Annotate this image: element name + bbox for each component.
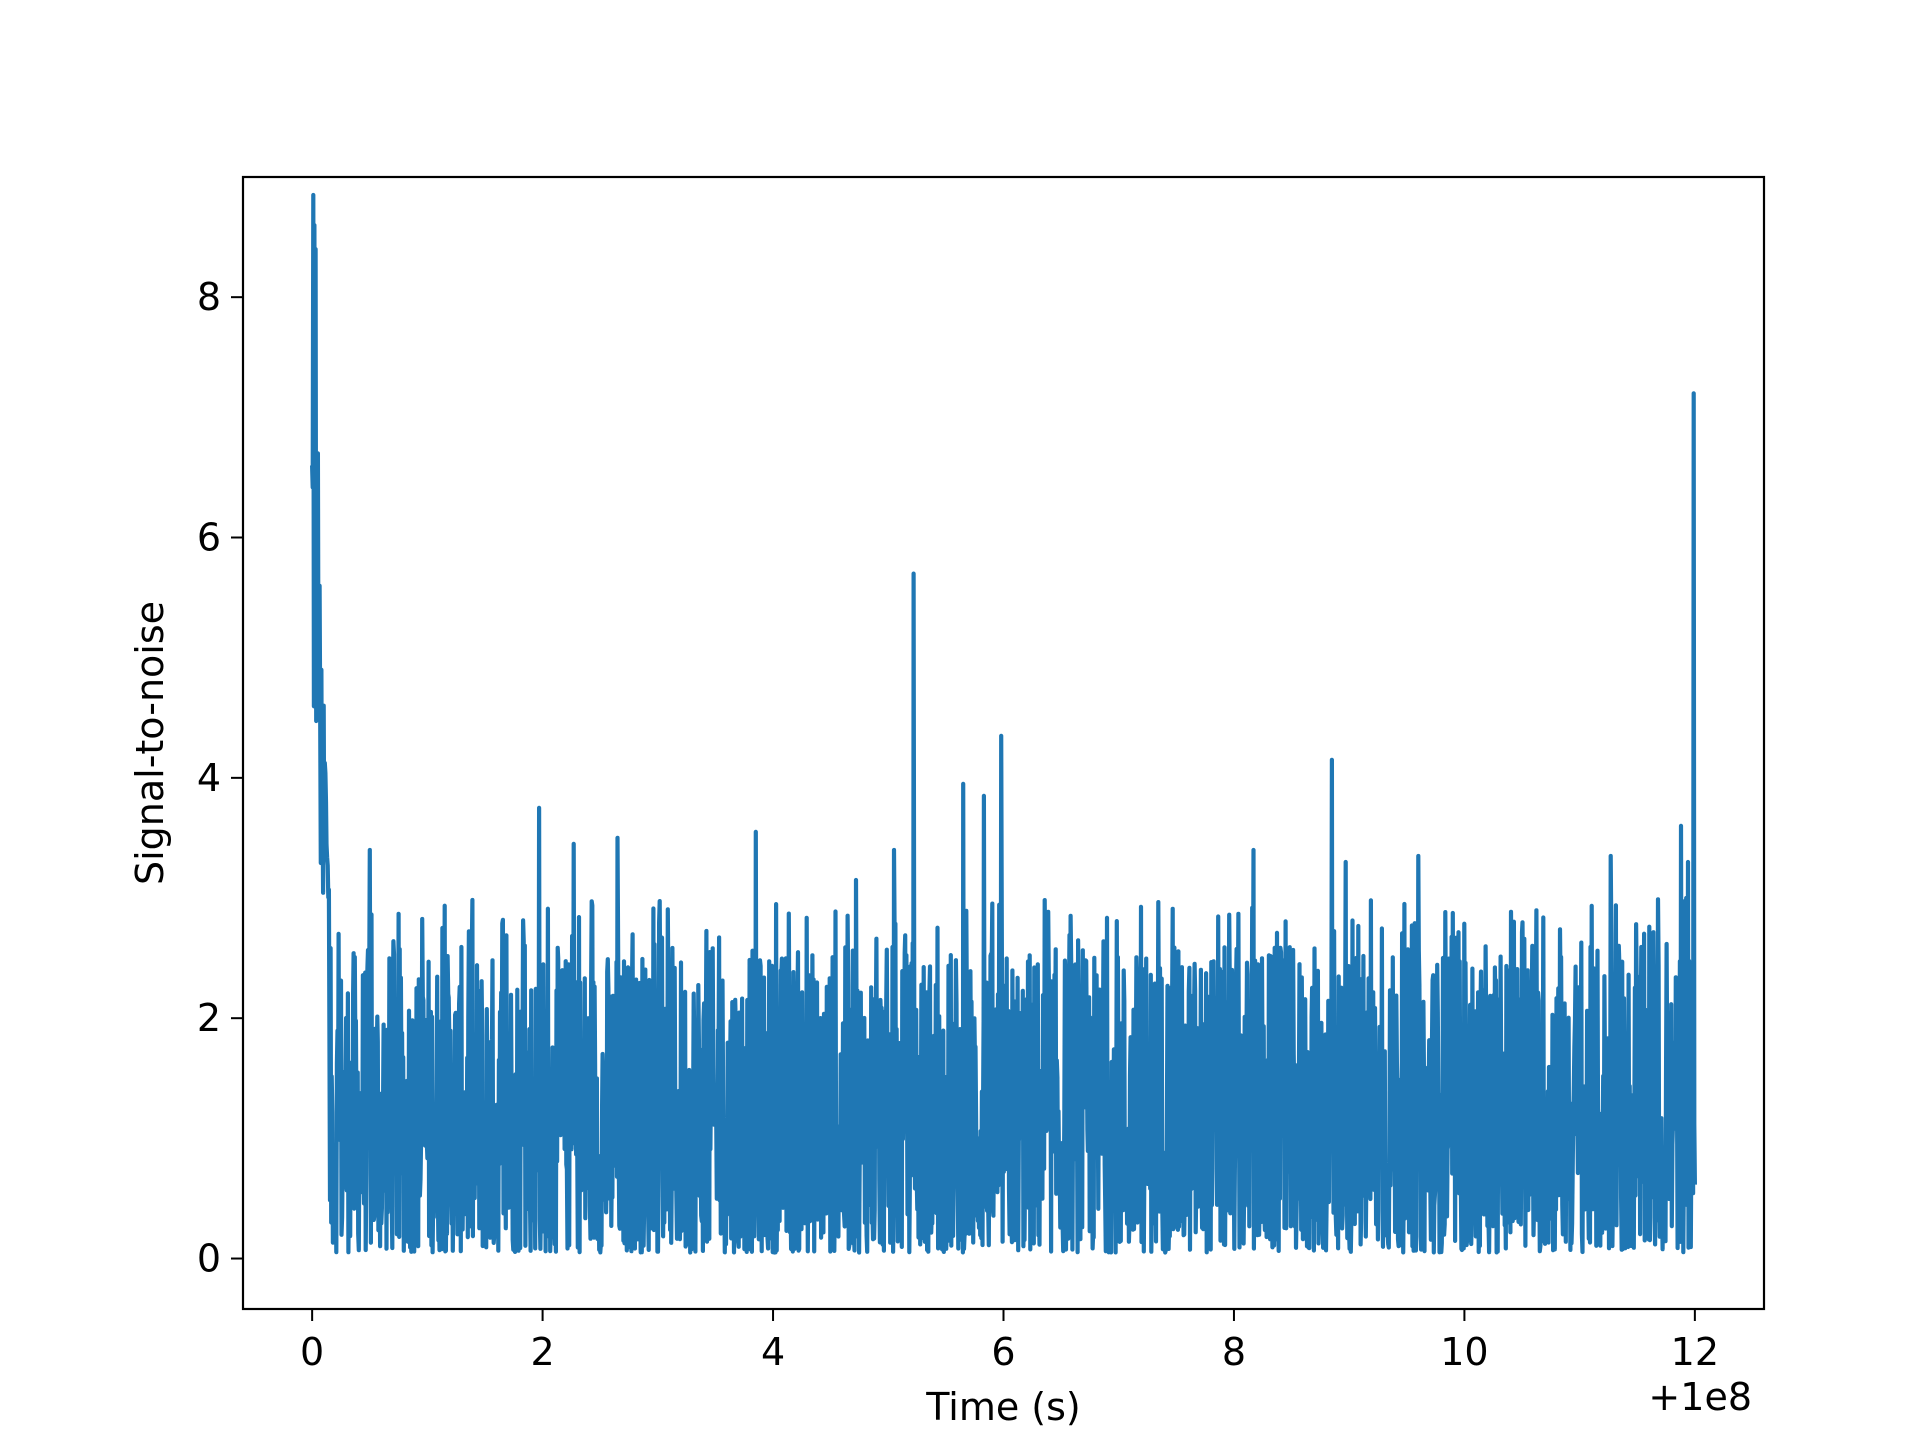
y-tick-label: 8 (197, 275, 221, 319)
x-tick-label: 4 (761, 1330, 785, 1374)
x-tick-label: 0 (300, 1330, 324, 1374)
y-tick-label: 0 (197, 1237, 221, 1281)
y-axis-label: Signal-to-noise (128, 601, 172, 885)
data-layer (310, 192, 1697, 1255)
signal-to-noise-series-line (310, 192, 1697, 1255)
x-axis-offset-label: +1e8 (1648, 1375, 1752, 1419)
x-tick-label: 2 (530, 1330, 554, 1374)
y-tick-label: 2 (197, 996, 221, 1040)
x-tick-label: 10 (1440, 1330, 1488, 1374)
x-axis-label: Time (s) (925, 1385, 1081, 1429)
x-tick-label: 6 (991, 1330, 1015, 1374)
x-tick-label: 8 (1222, 1330, 1246, 1374)
y-tick-label: 4 (197, 756, 221, 800)
y-axis-ticks: 0 2 4 6 8 (197, 275, 243, 1281)
y-tick-label: 6 (197, 516, 221, 560)
x-tick-label: 12 (1671, 1330, 1719, 1374)
x-axis-ticks: 0 2 4 6 8 10 12 (300, 1309, 1719, 1374)
